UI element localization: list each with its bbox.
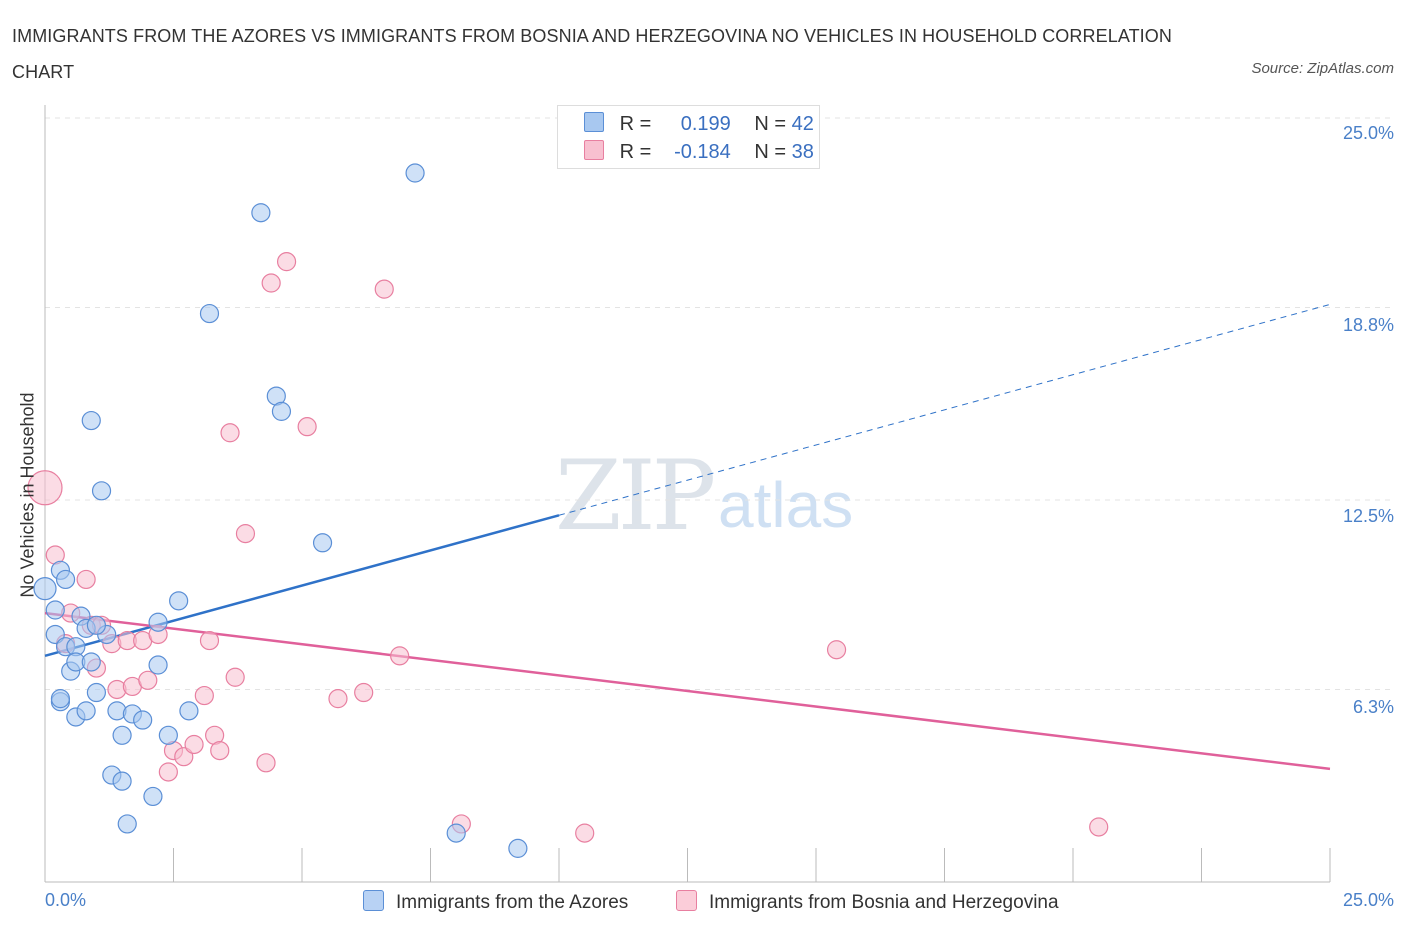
bosnia-point [374,279,394,299]
bosnia-point [328,689,348,709]
azores-point [91,481,112,501]
bosnia-point [575,823,595,843]
bosnia-point [256,753,276,773]
y-tick-label: 6.3% [1352,697,1394,717]
legend-label-bosnia: Immigrants from Bosnia and Herzegovina [709,892,1059,913]
bosnia-point [297,417,317,437]
bosnia-swatch [584,140,604,160]
chart-title: IMMIGRANTS FROM THE AZORES VS IMMIGRANTS… [12,26,1172,82]
azores-point [169,591,189,611]
bosnia-point [194,685,214,706]
axes [44,105,1331,883]
data-points [27,163,1109,858]
n-label: N = [754,113,787,135]
bosnia-point [225,667,245,687]
watermark-zip: ZIP [555,440,716,552]
r-label: R = [619,141,652,163]
azores-point [251,203,271,223]
azores-point [81,410,101,431]
azores-point [508,838,528,858]
bosnia-point [174,747,194,767]
y-axis-label: No Vehicles in Household [17,392,38,598]
bosnia-point [261,273,281,293]
y-tick-label: 25.0% [1342,123,1394,143]
bosnia-point [390,646,410,666]
azores-point [55,569,76,590]
azores-point [86,615,107,635]
chart-source: Source: ZipAtlas.com [1251,60,1394,77]
azores-point [76,701,96,721]
azores-point [117,814,137,834]
azores-point [133,710,153,730]
bosnia-point [235,524,256,544]
azores-point [81,652,101,672]
azores-point [271,401,292,421]
azores-point [33,577,57,601]
r-label: R = [619,113,652,135]
azores-point [446,823,466,843]
bosnia-point [199,630,220,651]
legend-row-azores: R = 0.199 N = 42 [584,112,814,138]
azores-point [199,303,220,324]
azores-point [405,163,425,183]
bosnia-point [220,423,240,443]
azores-point [112,771,132,791]
grid-lines [45,117,1392,690]
bosnia-point [27,470,63,506]
azores-point [312,533,333,553]
bosnia-swatch [676,890,697,911]
legend-row-bosnia: R = -0.184 N = 38 [584,140,814,166]
bosnia-point [158,762,178,782]
y-tick-label: 18.8% [1342,315,1394,335]
azores-point [179,701,199,721]
azores-point [107,701,127,721]
y-tick-label: 12.5% [1342,506,1394,526]
correlation-legend: R = 0.199 N = 42 R = -0.184 N = 38 [557,105,820,169]
azores-point [158,725,178,745]
bosnia-point [184,734,204,755]
bosnia-point [826,640,847,660]
legend-item-azores[interactable]: Immigrants from the Azores [363,890,628,914]
bosnia-point [76,569,96,590]
azores-trend-extension [558,303,1331,516]
legend-label-azores: Immigrants from the Azores [396,892,629,913]
x-tick-label: 25.0% [1342,890,1394,910]
x-tick-label: 0.0% [45,890,87,910]
azores-point [45,624,65,645]
n-value-bosnia: 38 [791,141,814,163]
n-label: N = [754,141,787,163]
azores-swatch [363,890,384,911]
bosnia-point [1089,817,1109,837]
bosnia-point [138,670,158,690]
azores-point [50,689,71,709]
azores-point [148,612,168,632]
legend-item-bosnia[interactable]: Immigrants from Bosnia and Herzegovina [676,890,1059,914]
bosnia-point [210,740,230,761]
watermark-atlas: atlas [718,469,854,541]
bosnia-point [107,679,127,700]
bosnia-point [354,682,374,703]
azores-point [143,786,163,807]
azores-point [45,600,65,620]
r-value-azores: 0.199 [680,113,731,135]
azores-swatch [584,112,604,132]
r-value-bosnia: -0.184 [674,141,731,163]
azores-point [112,725,132,745]
bosnia-trend-line [44,611,1331,771]
azores-point [148,655,168,675]
n-value-azores: 42 [791,113,814,135]
azores-point [86,682,107,703]
bosnia-point [276,252,297,272]
